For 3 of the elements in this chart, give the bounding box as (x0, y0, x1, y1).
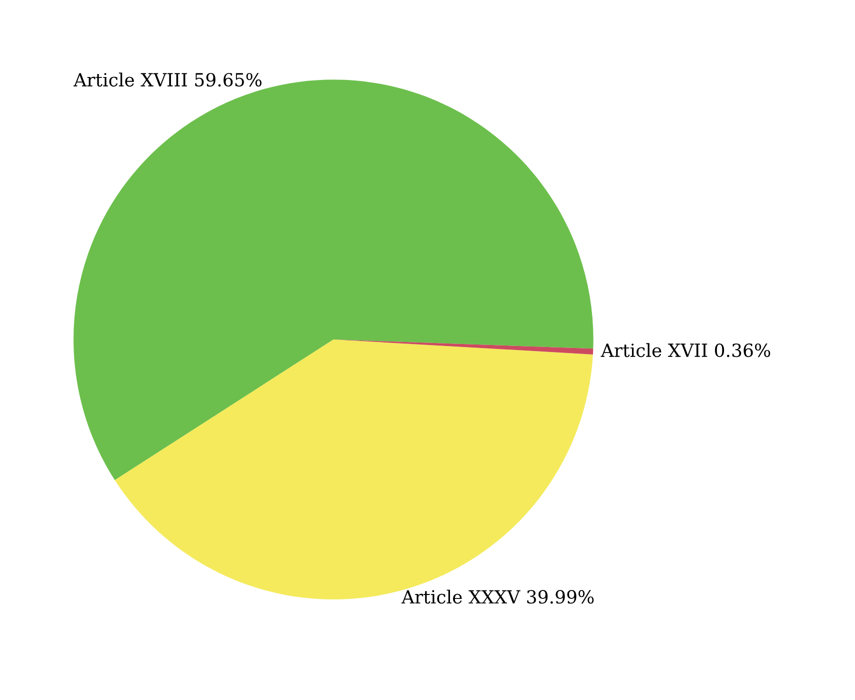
slice-label: Article XVII 0.36% (600, 343, 770, 358)
slice-label: Article XVIII 59.65% (74, 72, 262, 87)
slice-label: Article XXXV 39.99% (401, 590, 594, 604)
